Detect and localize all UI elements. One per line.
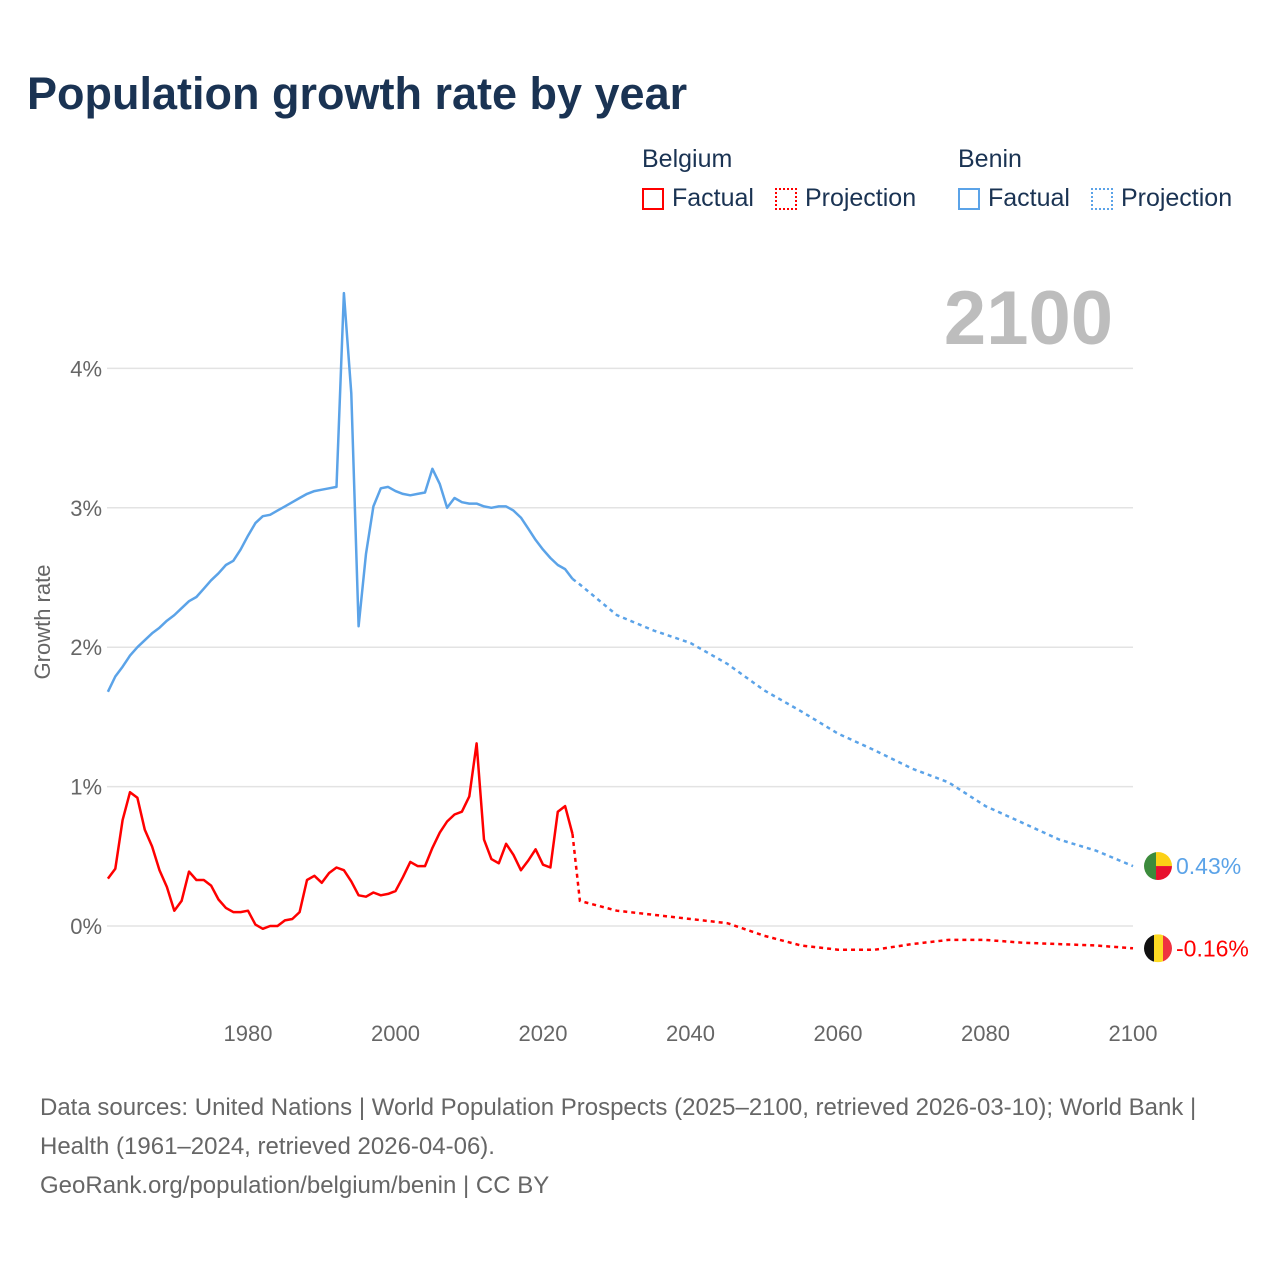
y-axis-label: Growth rate <box>30 565 55 680</box>
x-tick-label: 2040 <box>666 1021 715 1046</box>
solid-swatch-icon <box>958 187 980 210</box>
benin-end-label: 0.43% <box>1176 853 1241 879</box>
legend-belgium-factual[interactable]: Factual <box>642 184 754 213</box>
legend-benin-factual[interactable]: Factual <box>958 184 1070 213</box>
solid-swatch-icon <box>642 187 664 210</box>
x-tick-label: 1980 <box>224 1021 273 1046</box>
dotted-swatch-icon <box>1090 187 1113 210</box>
belgium-flag-icon <box>1144 934 1172 963</box>
credit-link[interactable]: GeoRank.org/population/belgium/benin | C… <box>40 1172 550 1199</box>
flag-yellow <box>1154 934 1163 963</box>
y-tick-label: 3% <box>70 496 102 521</box>
flag-black <box>1144 934 1154 963</box>
benin-projection-line <box>571 577 1134 868</box>
belgium-factual-line <box>106 742 574 931</box>
benin-flag-icon <box>1144 852 1172 881</box>
flag-red <box>1156 866 1172 881</box>
footer: Data sources: United Nations | World Pop… <box>40 1088 1240 1205</box>
legend-title-belgium: Belgium <box>642 145 733 173</box>
year-label: 2100 <box>943 276 1113 361</box>
x-tick-label: 2060 <box>814 1021 863 1046</box>
legend-label: Projection <box>1120 184 1233 212</box>
x-tick-label: 2020 <box>519 1021 568 1046</box>
flag-fill <box>1144 934 1172 963</box>
y-tick-label: 1% <box>70 775 102 800</box>
belgium-projection-line <box>571 833 1134 951</box>
legend-title-benin: Benin <box>958 145 1022 173</box>
legend-benin-projection[interactable]: Projection <box>1090 184 1233 213</box>
flag-fill <box>1144 852 1172 881</box>
x-tick-label: 2000 <box>371 1021 420 1046</box>
flag-green <box>1144 852 1156 881</box>
y-tick-label: 4% <box>70 356 102 381</box>
legend-label: Factual <box>988 184 1070 212</box>
chart-title: Population growth rate by year <box>27 68 688 119</box>
flag-red <box>1163 934 1172 963</box>
x-tick-label: 2100 <box>1109 1021 1158 1046</box>
benin-factual-line <box>106 291 574 693</box>
legend-belgium: Belgium Factual Projection <box>642 145 930 217</box>
legend-label: Projection <box>804 184 917 212</box>
belgium-end-label: -0.16% <box>1176 935 1249 961</box>
legend-label: Factual <box>672 184 754 212</box>
dotted-swatch-icon <box>774 187 797 210</box>
legend-belgium-projection[interactable]: Projection <box>774 184 917 213</box>
flag-yellow <box>1156 852 1172 867</box>
legend-benin: Benin Factual Projection <box>958 145 1246 217</box>
y-tick-label: 0% <box>70 914 102 939</box>
data-sources: Data sources: United Nations | World Pop… <box>40 1094 1197 1160</box>
y-tick-label: 2% <box>70 635 102 660</box>
x-tick-label: 2080 <box>961 1021 1010 1046</box>
